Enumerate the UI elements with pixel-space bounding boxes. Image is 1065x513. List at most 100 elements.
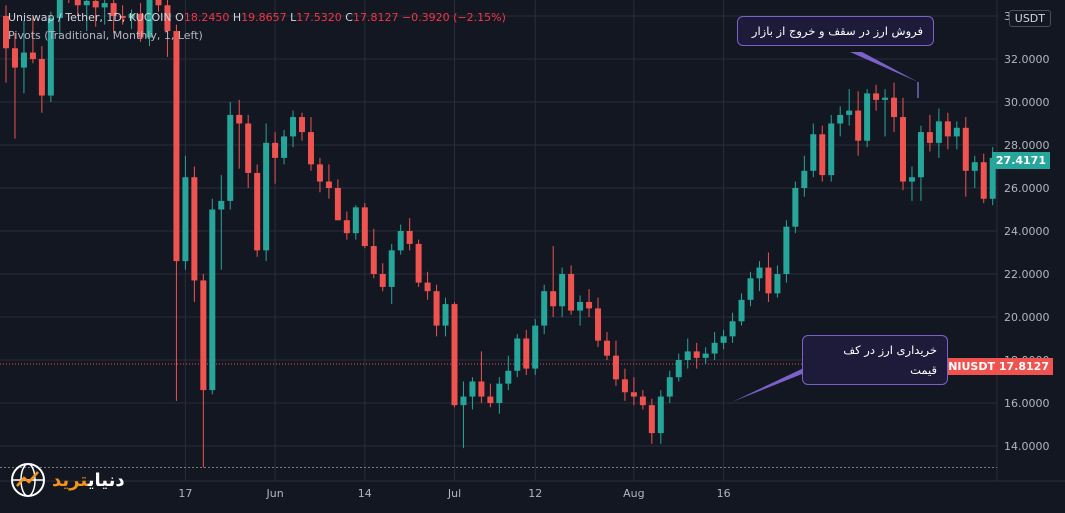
candle-body[interactable] <box>657 396 664 434</box>
candle-body[interactable] <box>218 200 225 210</box>
candle-body[interactable] <box>505 370 512 384</box>
candle-body[interactable] <box>630 392 637 397</box>
candle-body[interactable] <box>953 127 960 137</box>
candle-body[interactable] <box>334 188 341 221</box>
candle-body[interactable] <box>101 3 108 8</box>
candle-body[interactable] <box>47 18 54 96</box>
candle-body[interactable] <box>720 336 727 343</box>
candle-body[interactable] <box>648 405 655 434</box>
candle-body[interactable] <box>11 48 18 68</box>
candle-body[interactable] <box>469 381 476 397</box>
candle-body[interactable] <box>693 351 700 358</box>
candle-body[interactable] <box>379 274 386 287</box>
candle-body[interactable] <box>756 267 763 279</box>
candle-body[interactable] <box>20 52 27 68</box>
candle-body[interactable] <box>299 117 306 133</box>
candle-body[interactable] <box>729 321 736 337</box>
candle-body[interactable] <box>595 308 602 341</box>
candle-body[interactable] <box>747 278 754 300</box>
candle-body[interactable] <box>236 114 243 124</box>
candle-body[interactable] <box>702 353 709 358</box>
candle-body[interactable] <box>110 3 117 16</box>
candle-body[interactable] <box>666 377 673 397</box>
candle-body[interactable] <box>738 299 745 322</box>
candle-body[interactable] <box>487 396 494 403</box>
candle-body[interactable] <box>38 59 45 96</box>
candle-body[interactable] <box>523 338 530 369</box>
candle-body[interactable] <box>388 250 395 287</box>
candle-body[interactable] <box>56 0 63 19</box>
candle-body[interactable] <box>801 170 808 188</box>
candle-body[interactable] <box>254 172 261 251</box>
candle-body[interactable] <box>586 301 593 309</box>
candle-body[interactable] <box>559 274 566 307</box>
candle-body[interactable] <box>783 226 790 274</box>
candle-body[interactable] <box>325 181 332 188</box>
candle-body[interactable] <box>460 396 467 406</box>
candle-body[interactable] <box>137 13 144 38</box>
candle-body[interactable] <box>612 355 619 380</box>
candle-body[interactable] <box>209 209 216 391</box>
candle-body[interactable] <box>191 177 198 281</box>
candle-body[interactable] <box>873 93 880 100</box>
currency-unit-badge[interactable]: USDT <box>1008 10 1051 27</box>
symbol-title[interactable]: Uniswap / Tether, 1D, KUCOIN <box>8 11 172 24</box>
candle-body[interactable] <box>577 301 584 311</box>
candle-body[interactable] <box>290 117 297 137</box>
candle-body[interactable] <box>828 123 835 176</box>
candle-body[interactable] <box>550 291 557 307</box>
candle-body[interactable] <box>675 360 682 378</box>
candle-body[interactable] <box>316 164 323 182</box>
candle-body[interactable] <box>74 0 81 6</box>
candle-body[interactable] <box>164 5 171 32</box>
candle-body[interactable] <box>774 274 781 294</box>
buy-annotation[interactable]: خریداری ارز در کف قیمت <box>802 335 948 385</box>
candle-body[interactable] <box>281 136 288 158</box>
candle-body[interactable] <box>684 351 691 360</box>
candle-body[interactable] <box>352 207 359 234</box>
candle-body[interactable] <box>819 134 826 176</box>
candle-body[interactable] <box>935 121 942 143</box>
candle-body[interactable] <box>343 220 350 234</box>
candle-body[interactable] <box>568 274 575 311</box>
candle-body[interactable] <box>307 132 314 165</box>
candle-body[interactable] <box>173 31 180 262</box>
candle-body[interactable] <box>900 117 906 182</box>
candle-body[interactable] <box>621 379 628 393</box>
candle-body[interactable] <box>864 93 871 141</box>
candle-body[interactable] <box>155 0 162 6</box>
candle-body[interactable] <box>83 0 90 6</box>
candle-body[interactable] <box>917 132 924 178</box>
candle-body[interactable] <box>908 177 915 182</box>
candle-body[interactable] <box>855 110 862 141</box>
candle-body[interactable] <box>989 157 996 199</box>
candle-body[interactable] <box>532 325 539 369</box>
candle-body[interactable] <box>397 231 404 251</box>
candle-body[interactable] <box>245 123 252 173</box>
candle-body[interactable] <box>442 304 449 326</box>
candle-body[interactable] <box>119 16 126 19</box>
candle-body[interactable] <box>146 0 153 38</box>
candle-body[interactable] <box>415 243 422 283</box>
candle-body[interactable] <box>837 114 844 124</box>
candle-body[interactable] <box>846 110 853 115</box>
candle-body[interactable] <box>810 134 817 171</box>
candle-body[interactable] <box>792 188 799 227</box>
candle-body[interactable] <box>603 340 610 356</box>
candle-body[interactable] <box>370 246 377 274</box>
candle-body[interactable] <box>227 114 234 201</box>
candle-body[interactable] <box>514 338 521 371</box>
candle-body[interactable] <box>3 16 9 49</box>
candle-body[interactable] <box>962 127 969 171</box>
candle-body[interactable] <box>971 162 978 171</box>
candle-body[interactable] <box>128 13 135 19</box>
candle-body[interactable] <box>433 291 440 326</box>
candle-body[interactable] <box>496 383 503 403</box>
candle-body[interactable] <box>29 52 36 59</box>
candle-body[interactable] <box>92 0 99 8</box>
candle-body[interactable] <box>263 142 270 251</box>
candle-body[interactable] <box>765 267 772 294</box>
candle-body[interactable] <box>926 132 933 143</box>
candle-body[interactable] <box>711 342 718 354</box>
